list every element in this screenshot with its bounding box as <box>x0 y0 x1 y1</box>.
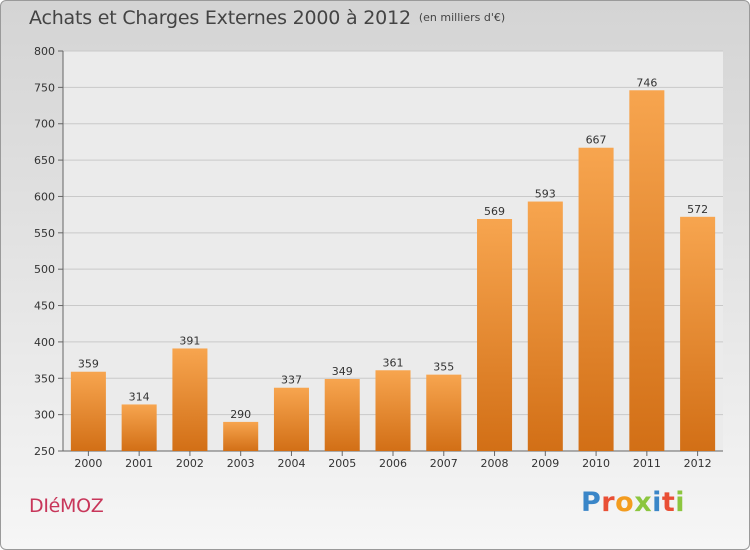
value-label: 359 <box>78 358 99 371</box>
value-label: 746 <box>636 76 657 89</box>
y-tick-label: 800 <box>34 45 55 58</box>
proxiti-logo: Proxiti <box>581 487 685 518</box>
bar-2008 <box>477 219 513 451</box>
value-label: 667 <box>586 134 607 147</box>
value-label: 349 <box>332 365 353 378</box>
bar-2007 <box>426 374 462 451</box>
x-tick-label: 2000 <box>74 457 102 470</box>
x-tick-label: 2002 <box>176 457 204 470</box>
x-tick-label: 2003 <box>227 457 255 470</box>
x-tick-label: 2007 <box>430 457 458 470</box>
bars <box>70 90 716 451</box>
value-label: 290 <box>230 408 251 421</box>
bar-2004 <box>273 387 309 451</box>
value-label: 572 <box>687 203 708 216</box>
y-tick-label: 650 <box>34 154 55 167</box>
value-label: 391 <box>179 334 200 347</box>
y-tick-label: 550 <box>34 227 55 240</box>
bar-2005 <box>324 379 360 451</box>
x-tick-label: 2001 <box>125 457 153 470</box>
bar-2011 <box>629 90 665 451</box>
logo-letter: o <box>615 487 635 518</box>
value-label: 355 <box>433 361 454 374</box>
value-label: 314 <box>129 390 150 403</box>
logo-letter: i <box>652 487 662 518</box>
chart-subtitle: (en milliers d'€) <box>418 11 506 24</box>
bar-2002 <box>172 348 208 451</box>
y-tick-label: 250 <box>34 445 55 458</box>
value-label: 569 <box>484 205 505 218</box>
bar-2003 <box>223 421 259 451</box>
x-tick-label: 2006 <box>379 457 407 470</box>
bar-2001 <box>121 404 157 451</box>
x-tick-label: 2005 <box>328 457 356 470</box>
y-tick-label: 600 <box>34 190 55 203</box>
x-tick-label: 2004 <box>277 457 305 470</box>
x-tick-label: 2012 <box>684 457 712 470</box>
logo-letter: t <box>661 487 676 518</box>
value-label: 337 <box>281 374 302 387</box>
y-tick-label: 350 <box>34 372 55 385</box>
logo-letter: i <box>675 487 686 518</box>
y-tick-label: 400 <box>34 336 55 349</box>
bar-2006 <box>375 370 411 451</box>
x-tick-label: 2009 <box>531 457 559 470</box>
logo-letter: r <box>601 487 616 518</box>
y-tick-label: 450 <box>34 300 55 313</box>
bar-2010 <box>578 147 614 451</box>
bar-2012 <box>680 216 716 451</box>
labels: 250 300 350 400 450 500 550 600 650 700 750 800 359 2… <box>34 45 712 470</box>
bar-2009 <box>527 201 563 451</box>
x-tick-label: 2008 <box>481 457 509 470</box>
logo-letter: x <box>634 487 653 518</box>
logo-letter: P <box>581 487 602 518</box>
value-label: 593 <box>535 188 556 201</box>
y-tick-label: 300 <box>34 409 55 422</box>
x-tick-label: 2011 <box>633 457 661 470</box>
y-tick-label: 750 <box>34 81 55 94</box>
y-tick-label: 500 <box>34 263 55 276</box>
bar-2000 <box>70 371 106 451</box>
title-line: Achats et Charges Externes 2000 à 2012 (e… <box>29 7 505 29</box>
commune-name: DIéMOZ <box>29 495 104 517</box>
value-label: 361 <box>383 356 404 369</box>
x-tick-label: 2010 <box>582 457 610 470</box>
chart-title: Achats et Charges Externes 2000 à 2012 <box>29 7 411 29</box>
y-tick-label: 700 <box>34 118 55 131</box>
